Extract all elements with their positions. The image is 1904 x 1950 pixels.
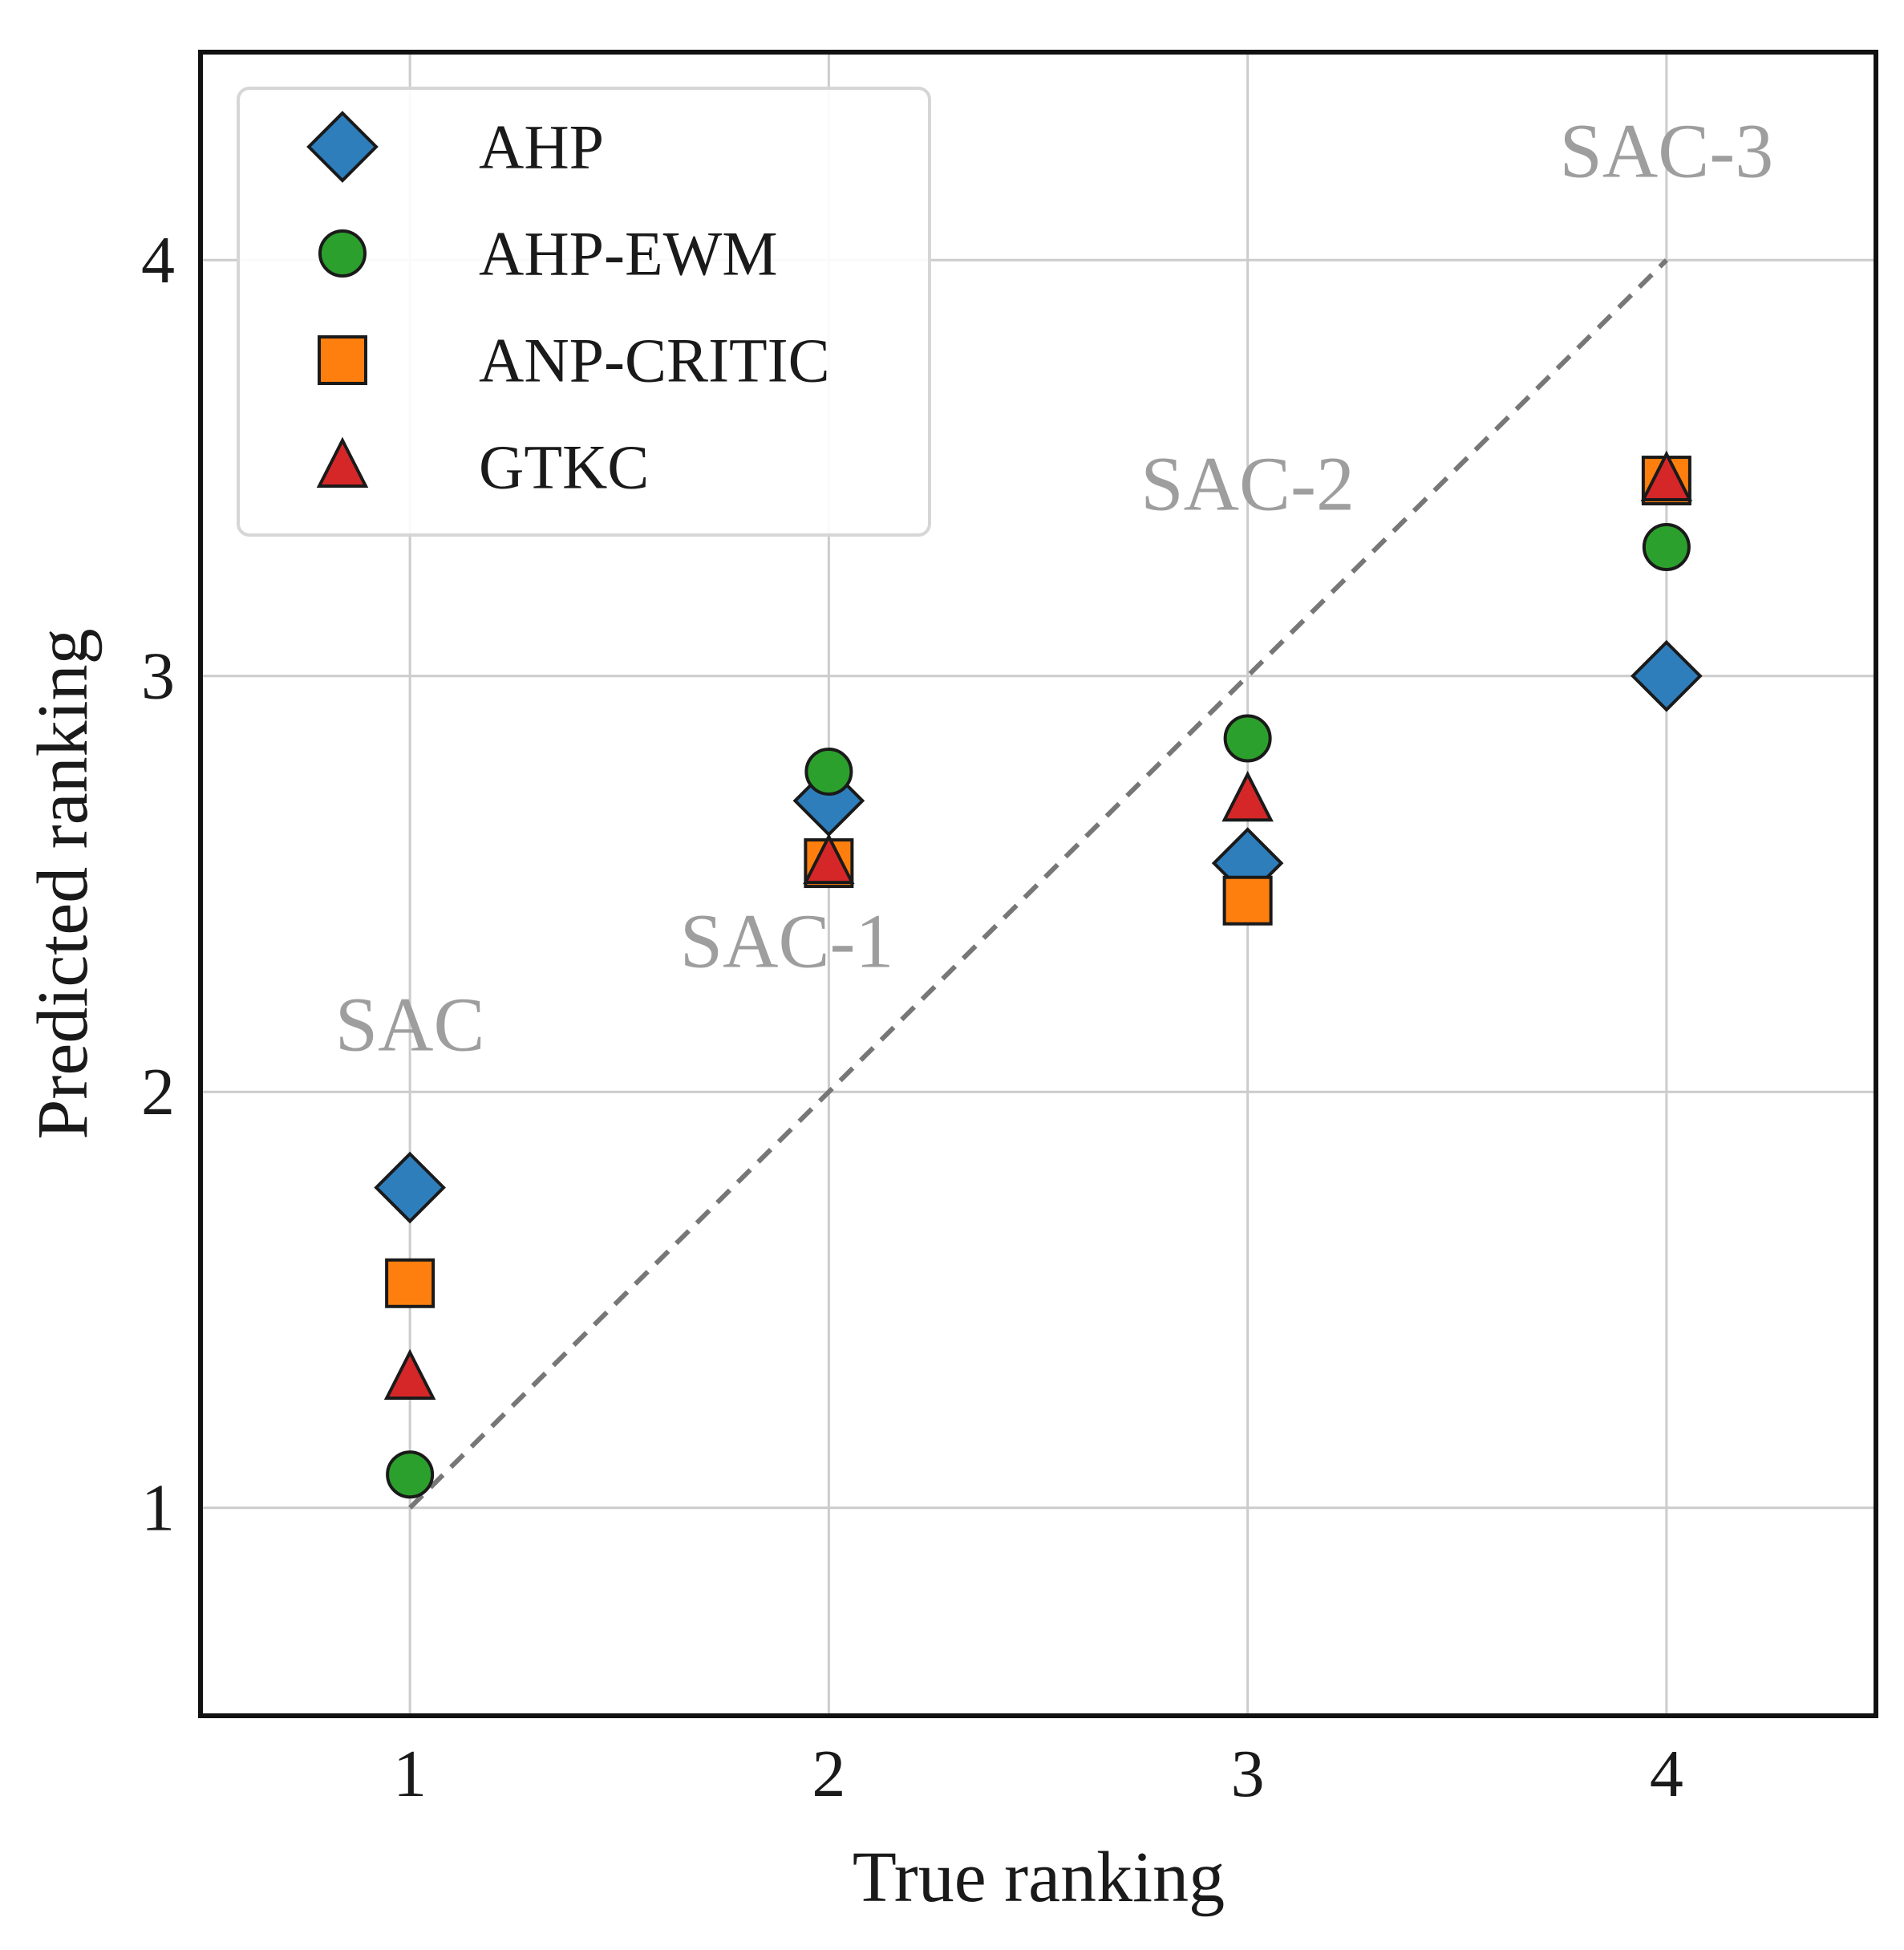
legend-marker-anp-critic (318, 335, 367, 385)
point-ahp-ewm-1 (386, 1450, 435, 1499)
legend-marker-gtkc (316, 436, 369, 488)
data-points (374, 450, 1703, 1499)
point-ahp-1 (374, 1151, 446, 1224)
y-tick-label-1: 1 (141, 1470, 175, 1545)
x-tick-label-4: 4 (1650, 1737, 1683, 1811)
point-anp-critic-3 (1222, 875, 1273, 926)
point-ahp-4 (1631, 639, 1703, 712)
y-tick-label-2: 2 (141, 1055, 175, 1129)
legend-label-ahp: AHP (479, 112, 604, 182)
x-tick-label-1: 1 (393, 1737, 427, 1811)
point-anp-critic-1 (385, 1258, 435, 1308)
point-ahp-ewm-3 (1223, 714, 1272, 763)
point-ahp-ewm-2 (804, 748, 853, 797)
legend: AHP AHP-EWM ANP-CRITIC GTKC (237, 87, 931, 537)
reference-line-group (408, 258, 1668, 1510)
point-ahp-ewm-4 (1642, 523, 1691, 572)
x-tick-label-2: 2 (812, 1737, 845, 1811)
legend-marker-ahp-ewm (318, 229, 367, 278)
point-gtkc-3 (1221, 770, 1274, 822)
annotation-sac-3: SAC-3 (1560, 108, 1774, 194)
point-gtkc-1 (383, 1348, 436, 1401)
tick-labels: 1 2 3 4 1 2 3 4 (141, 223, 1683, 1811)
legend-label-anp-critic: ANP-CRITIC (479, 326, 830, 395)
y-tick-label-4: 4 (141, 223, 175, 298)
annotations: SAC SAC-1 SAC-2 SAC-3 (335, 108, 1773, 1068)
legend-box (237, 87, 931, 537)
x-axis-title: True ranking (853, 1838, 1225, 1917)
legend-label-ahp-ewm: AHP-EWM (479, 219, 778, 289)
annotation-sac-1: SAC-1 (680, 898, 894, 984)
point-gtkc-2 (803, 833, 855, 885)
legend-label-gtkc: GTKC (479, 432, 649, 502)
annotation-sac-2: SAC-2 (1140, 440, 1355, 526)
reference-line (408, 258, 1668, 1510)
x-tick-label-3: 3 (1231, 1737, 1265, 1811)
legend-marker-ahp (306, 111, 379, 183)
y-tick-label-3: 3 (141, 639, 175, 713)
plot-frame (198, 50, 1878, 1718)
point-gtkc-4 (1640, 450, 1693, 502)
annotation-sac: SAC (335, 981, 485, 1067)
y-axis-title: Predicted ranking (23, 628, 103, 1139)
